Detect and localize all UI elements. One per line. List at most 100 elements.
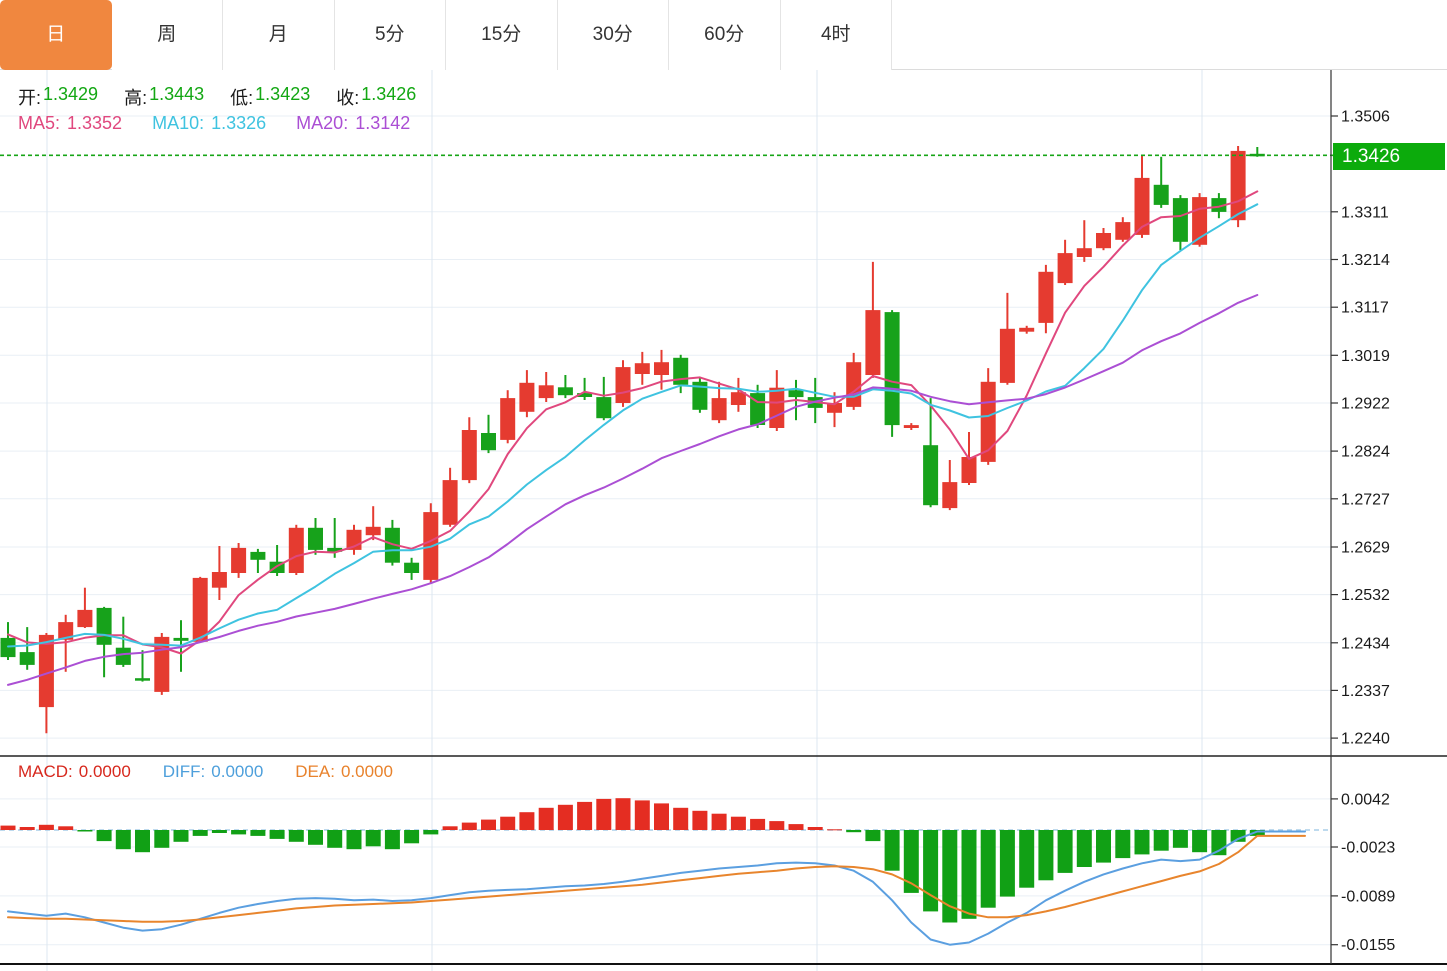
candle-body	[827, 403, 842, 413]
ma20-line	[7, 294, 1259, 686]
price-axis-label: 1.3019	[1341, 348, 1390, 365]
price-axis-label: 1.2727	[1341, 491, 1390, 508]
ma10-label: MA10:	[152, 113, 205, 133]
price-axis-label: 1.3506	[1341, 109, 1390, 126]
tab-30min[interactable]: 30分	[557, 0, 669, 70]
candle-body	[884, 312, 900, 426]
candle-body	[19, 652, 35, 665]
macd-header: MACD: 0.0000 DIFF: 0.0000 DEA: 0.0000	[18, 762, 393, 782]
ma5-line	[7, 190, 1259, 655]
macd-histogram-bar	[173, 830, 189, 842]
macd-histogram-bar	[750, 818, 766, 830]
macd-histogram-bar	[596, 798, 612, 830]
candle-body	[461, 430, 477, 481]
tab-month[interactable]: 月	[223, 0, 335, 70]
macd-histogram-bar	[634, 800, 650, 830]
macd-histogram-bar	[154, 830, 170, 848]
candle-body	[404, 562, 420, 573]
price-axis-label: 1.3311	[1341, 204, 1389, 221]
macd-value: 0.0000	[78, 762, 131, 781]
ma-header: MA5: 1.3352 MA10: 1.3326 MA20: 1.3142	[18, 113, 410, 134]
macd-histogram-bar	[577, 801, 593, 830]
candle-body	[769, 387, 785, 428]
tab-4hour[interactable]: 4时	[780, 0, 892, 70]
candle-body	[58, 622, 74, 640]
macd-histogram-bar	[557, 804, 573, 830]
macd-histogram-bar	[500, 816, 516, 830]
low-readout: 低: 1.3423	[230, 84, 310, 110]
diff-label: DIFF:	[162, 762, 206, 781]
macd-histogram-bar	[211, 830, 227, 833]
macd-histogram-bar	[711, 813, 727, 830]
price-axis-label: 1.2629	[1341, 540, 1390, 557]
high-label: 高:	[124, 88, 148, 108]
candle-body	[519, 382, 535, 412]
candle-body	[1076, 248, 1092, 257]
candle-body	[557, 387, 573, 396]
interval-tabbar: 日 周 月 5分 15分 30分 60分 4时	[0, 0, 1447, 70]
macd-histogram-bar	[96, 830, 112, 842]
dea-label: DEA:	[295, 762, 335, 781]
candle-body	[942, 482, 958, 509]
price-axis-label: 1.2240	[1341, 731, 1390, 748]
macd-histogram-bar	[308, 830, 323, 845]
low-value: 1.3423	[255, 84, 311, 104]
price-axis-label: 1.2434	[1341, 635, 1390, 652]
candle-body	[846, 362, 862, 407]
candle-body	[1211, 198, 1227, 212]
candle-body	[730, 392, 746, 405]
candle-body	[750, 393, 766, 425]
candle-body	[211, 572, 227, 588]
macd-histogram-bar	[115, 830, 131, 850]
candle-body	[634, 363, 650, 374]
tab-week[interactable]: 周	[111, 0, 223, 70]
candle-body	[269, 561, 285, 573]
tab-60min[interactable]: 60分	[669, 0, 781, 70]
macd-histogram-bar	[999, 830, 1015, 897]
macd-axis-label: -0.0023	[1341, 840, 1395, 857]
ma10-readout: MA10: 1.3326	[152, 113, 266, 134]
price-axis-label: 1.2922	[1341, 396, 1390, 413]
candle-body	[1019, 327, 1035, 332]
macd-histogram-bar	[769, 821, 785, 830]
gridlines	[0, 70, 1331, 971]
candle-body	[1153, 184, 1169, 205]
macd-histogram	[0, 798, 1265, 923]
candle-body	[1134, 177, 1150, 235]
macd-histogram-bar	[1076, 830, 1092, 867]
macd-histogram-bar	[884, 830, 900, 871]
macd-histogram-bar	[1192, 830, 1208, 853]
candle-body	[961, 457, 977, 483]
macd-histogram-bar	[58, 826, 74, 830]
macd-histogram-bar	[865, 830, 881, 842]
tab-5min[interactable]: 5分	[334, 0, 446, 70]
macd-histogram-bar	[903, 830, 919, 893]
tab-day[interactable]: 日	[0, 0, 112, 70]
macd-axis-label: -0.0089	[1341, 888, 1395, 905]
candle-body	[327, 547, 343, 552]
candle-body	[481, 433, 496, 451]
macd-histogram-bar	[0, 825, 16, 830]
ma10-line	[7, 203, 1259, 648]
macd-label: MACD:	[18, 762, 73, 781]
right-axis: 1.3506 1.3311 1.3214 1.3117 1.3019 1.2922 1.28…	[1331, 109, 1395, 954]
tab-15min[interactable]: 15分	[446, 0, 558, 70]
macd-axis-label: -0.0155	[1341, 937, 1395, 954]
close-readout: 收: 1.3426	[336, 84, 416, 110]
dea-line	[7, 834, 1306, 923]
macd-histogram-bar	[615, 798, 631, 830]
candle-body	[384, 527, 400, 563]
candle-body	[538, 385, 554, 399]
candle-body	[500, 398, 516, 440]
ma5-label: MA5:	[18, 113, 61, 133]
candle-body	[1249, 153, 1265, 157]
high-value: 1.3443	[149, 84, 205, 104]
ma20-label: MA20:	[296, 113, 349, 133]
candle-body	[1230, 150, 1246, 221]
ma5-value: 1.3352	[67, 113, 123, 133]
candle-body	[38, 634, 54, 708]
candle-body	[865, 310, 881, 375]
macd-histogram-bar	[923, 830, 939, 912]
candle-body	[596, 397, 612, 419]
